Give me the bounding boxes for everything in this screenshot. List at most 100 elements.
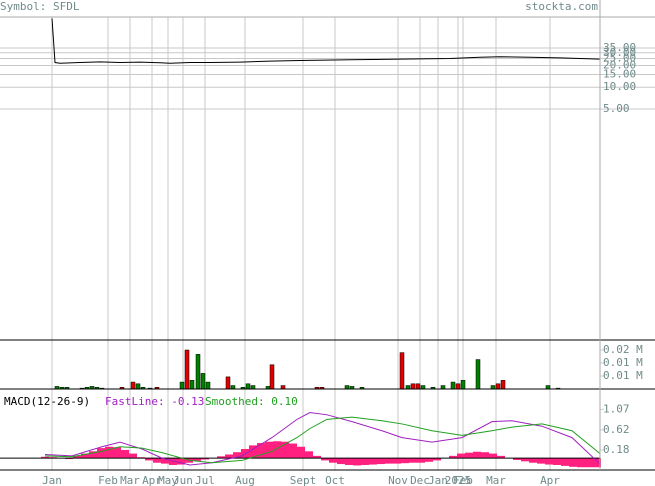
fast-label: FastLine: -0.13 <box>105 395 204 408</box>
x-tick-label: Jan <box>42 474 62 486</box>
volume-bar <box>200 373 206 390</box>
macd-histogram <box>417 458 425 463</box>
y-tick-label: 0.01 M <box>603 369 643 382</box>
x-tick-label: 2025 <box>445 474 472 486</box>
x-tick-label: Feb <box>453 474 473 486</box>
macd-histogram <box>81 453 89 459</box>
y-tick-label: 5.00 <box>603 102 630 115</box>
volume-bar <box>495 383 501 390</box>
macd-histogram <box>249 445 257 459</box>
volume-bar <box>184 349 190 390</box>
macd-histogram <box>97 448 105 459</box>
macd-histogram <box>153 458 161 463</box>
macd-histogram <box>401 458 409 464</box>
volume-bar <box>399 352 405 390</box>
smoothed-label: Smoothed: 0.10 <box>205 395 298 408</box>
x-tick-label: Jul <box>195 474 215 486</box>
macd-histogram <box>273 441 281 459</box>
y-tick-label: 25.00 <box>603 52 636 65</box>
macd-histogram <box>377 458 385 465</box>
x-tick-label: Nov <box>388 474 408 486</box>
macd-histogram <box>561 458 569 466</box>
fast-line <box>44 412 601 466</box>
macd-histogram <box>577 458 585 468</box>
macd-histogram <box>545 458 553 465</box>
macd-histogram <box>337 458 345 465</box>
macd-histogram <box>169 458 177 465</box>
macd-histogram <box>321 458 329 461</box>
macd-histogram <box>465 452 473 459</box>
symbol: Symbol: SFDL <box>0 0 80 13</box>
volume-bar <box>280 385 286 390</box>
macd-histogram <box>473 451 481 459</box>
macd-histogram <box>289 443 297 459</box>
macd-histogram <box>385 458 393 464</box>
macd-histogram <box>361 458 369 465</box>
macd-histogram <box>129 453 137 459</box>
macd-histogram <box>73 455 81 459</box>
x-tick-label: Sept <box>290 474 317 486</box>
macd-histogram <box>409 458 417 463</box>
macd-histogram <box>353 458 361 466</box>
y-tick-label: 1.07 <box>603 402 630 415</box>
macd-histogram <box>217 456 225 459</box>
volume-bar <box>189 380 195 390</box>
smoothed-line <box>44 416 601 464</box>
macd-histogram <box>113 447 121 459</box>
x-tick-label: Jun <box>173 474 193 486</box>
y-tick-label: 35.00 <box>603 41 636 54</box>
x-tick-label: Feb <box>98 474 118 486</box>
macd-histogram <box>425 458 433 462</box>
volume-bar <box>179 381 185 390</box>
y-tick-label: 0.18 <box>603 443 630 456</box>
volume-bar <box>245 383 251 390</box>
macd-histogram <box>105 446 113 459</box>
volume-bar <box>405 385 411 390</box>
y-tick-label: 20.00 <box>603 59 636 72</box>
y-tick-label: 0.01 M <box>603 356 643 369</box>
macd-histogram <box>345 458 353 465</box>
volume-bar <box>460 380 466 390</box>
y-tick-label: 0.02 M <box>603 343 643 356</box>
volume-bar <box>225 376 231 390</box>
macd-histogram <box>281 441 289 459</box>
macd-histogram <box>121 449 129 459</box>
macd-histogram <box>177 458 185 465</box>
macd-histogram <box>193 458 201 461</box>
volume-bar <box>475 359 481 390</box>
macd-histogram <box>585 458 593 468</box>
volume-bar <box>410 383 416 390</box>
macd-histogram <box>449 455 457 459</box>
macd-histogram <box>89 451 97 459</box>
macd-histogram <box>529 458 537 463</box>
macd-histogram <box>457 453 465 459</box>
site: stockta.com <box>525 0 598 13</box>
volume-bar <box>135 383 141 390</box>
volume-bar <box>440 385 446 390</box>
macd-histogram <box>513 458 521 460</box>
volume-bar <box>455 383 461 390</box>
volume-bar <box>415 383 421 390</box>
macd-histogram <box>145 458 153 461</box>
macd-histogram <box>257 443 265 459</box>
volume-bar <box>545 385 551 390</box>
x-tick-label: May <box>158 474 178 486</box>
macd-histogram <box>497 455 505 459</box>
volume-bar <box>130 381 136 390</box>
macd-histogram <box>201 458 209 460</box>
volume-bar <box>250 385 256 390</box>
macd-histogram <box>369 458 377 465</box>
y-tick-label: 0.62 <box>603 423 630 436</box>
volume-bar <box>195 354 201 390</box>
macd-histogram <box>161 458 169 464</box>
macd-title: MACD(12-26-9) <box>4 395 90 408</box>
macd-histogram <box>489 453 497 459</box>
macd-histogram <box>481 452 489 459</box>
volume-bar <box>230 385 236 390</box>
x-tick-label: Jan <box>428 474 448 486</box>
volume-bar <box>205 381 211 390</box>
volume-bar <box>450 381 456 390</box>
x-tick-label: Apr <box>540 474 560 486</box>
macd-histogram <box>537 458 545 464</box>
